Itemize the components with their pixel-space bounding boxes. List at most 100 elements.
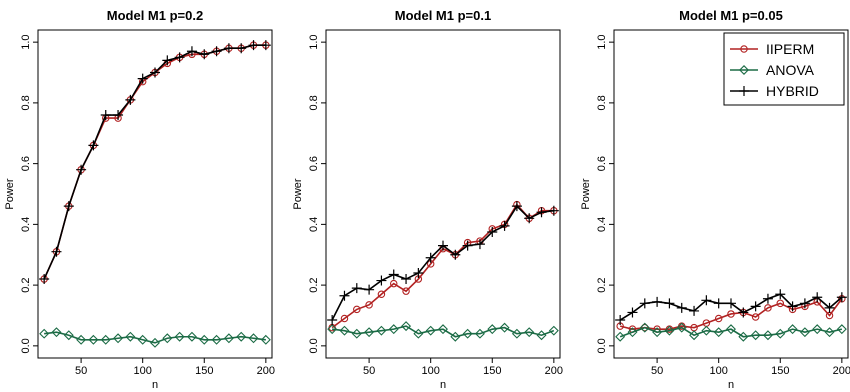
series-line: [331, 203, 554, 329]
panel-3: Model M1 p=0.05 50 100 150 200 n 0.0 0.2 0.4 0.6 0…: [580, 8, 850, 391]
y-tick-label: 0.6: [308, 156, 320, 171]
x-axis-label: n: [152, 379, 158, 391]
x-tick-label: 100: [422, 365, 440, 377]
x-axis-label: n: [728, 379, 734, 391]
data-point: [51, 327, 62, 338]
series-hybrid: [615, 289, 847, 326]
data-point: [487, 324, 498, 335]
series-hybrid: [39, 40, 271, 285]
data-point: [211, 334, 222, 345]
data-point: [775, 289, 786, 300]
data-point: [150, 337, 160, 348]
data-point: [627, 327, 638, 338]
legend: IIPERM ANOVA HYBRID: [723, 32, 845, 106]
series-iiperm: [40, 41, 270, 283]
data-point: [511, 201, 522, 212]
data-point: [639, 298, 650, 309]
data-point: [450, 331, 461, 342]
data-point: [223, 43, 234, 54]
panel-1: Model M1 p=0.2 50 100 150 200 n 0.0 0.2 0.4 0.6 0.…: [4, 8, 275, 391]
data-point: [474, 328, 485, 339]
data-point: [260, 334, 271, 345]
data-point: [524, 213, 535, 224]
chart-title: Model M1 p=0.05: [679, 8, 783, 23]
y-tick-label: 0.8: [596, 95, 608, 110]
data-point: [425, 252, 436, 263]
data-point: [750, 330, 761, 341]
data-point: [137, 334, 148, 345]
y-tick-label: 0.4: [308, 217, 320, 232]
series-anova: [327, 321, 559, 342]
data-point: [376, 275, 387, 286]
x-tick-label: 200: [545, 365, 563, 377]
data-point: [236, 331, 247, 342]
x-tick-label: 200: [257, 365, 275, 377]
legend-swatch-marker: [739, 86, 749, 96]
plot-frame: [325, 29, 561, 359]
y-axis-label: Power: [580, 178, 592, 210]
data-point: [548, 325, 559, 336]
data-point: [76, 334, 87, 345]
data-point: [615, 331, 626, 342]
data-point: [51, 246, 62, 257]
x-axis-label: n: [440, 379, 446, 391]
data-point: [664, 298, 675, 309]
series-line: [43, 44, 266, 280]
x-tick-label: 50: [75, 365, 87, 377]
data-point: [248, 333, 259, 344]
x-tick-label: 200: [833, 365, 850, 377]
y-tick-label: 0.0: [20, 338, 32, 353]
data-point: [676, 302, 687, 313]
data-point: [186, 331, 197, 342]
data-point: [775, 328, 786, 339]
data-point: [799, 298, 810, 309]
data-point: [100, 110, 111, 121]
series-anova: [39, 327, 271, 348]
data-point: [100, 334, 111, 345]
data-point: [401, 321, 412, 332]
y-axis-label: Power: [292, 178, 304, 210]
data-point: [787, 324, 798, 335]
data-point: [726, 324, 736, 335]
data-point: [738, 331, 749, 342]
data-point: [762, 330, 773, 341]
data-point: [627, 307, 638, 318]
data-point: [462, 328, 473, 339]
data-point: [474, 239, 485, 250]
y-tick-label: 1.0: [20, 34, 32, 49]
data-point: [738, 307, 749, 318]
data-point: [499, 220, 510, 231]
legend-label: ANOVA: [766, 62, 815, 78]
data-point: [186, 46, 197, 57]
series-iiperm: [328, 200, 558, 332]
data-point: [353, 305, 361, 314]
data-point: [351, 283, 362, 294]
chart-title: Model M1 p=0.1: [395, 8, 491, 23]
data-point: [364, 327, 375, 338]
data-point: [125, 331, 136, 342]
data-point: [824, 302, 835, 313]
data-point: [327, 324, 338, 335]
data-point: [339, 325, 350, 336]
data-point: [762, 293, 773, 304]
series-hybrid: [327, 201, 559, 326]
data-point: [76, 164, 87, 175]
data-point: [836, 292, 847, 303]
series-line: [331, 204, 554, 321]
data-point: [162, 55, 173, 66]
data-point: [713, 327, 724, 338]
y-tick-label: 1.0: [596, 34, 608, 49]
x-tick-label: 150: [195, 365, 213, 377]
data-point: [88, 334, 99, 345]
data-point: [438, 240, 448, 251]
x-tick-label: 50: [651, 365, 663, 377]
data-point: [39, 328, 50, 339]
data-point: [413, 267, 424, 278]
data-point: [701, 295, 712, 306]
data-point: [714, 314, 723, 323]
data-point: [676, 322, 687, 333]
data-point: [836, 324, 847, 335]
data-point: [824, 327, 835, 338]
data-point: [799, 327, 810, 338]
data-point: [223, 333, 234, 344]
